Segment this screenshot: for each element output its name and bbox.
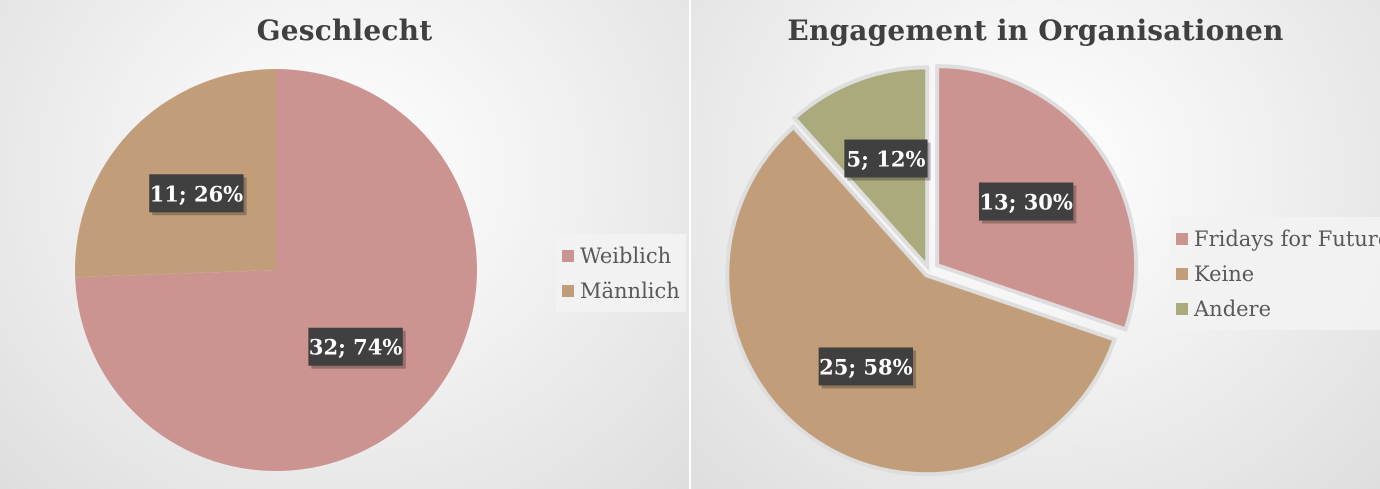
legend-label: Männlich: [580, 278, 680, 303]
legend-swatch: [1176, 302, 1188, 315]
data-label-weiblich: 32; 74%: [308, 327, 406, 369]
data-label-box: [844, 139, 928, 178]
data-label-text: 13; 30%: [979, 189, 1073, 214]
data-label-andere: 5; 12%: [844, 139, 931, 181]
legend-item-fridays-for-future[interactable]: Fridays for Future: [1176, 221, 1380, 256]
legend-label: Fridays for Future: [1194, 226, 1380, 251]
pie-svg-engagement: 13; 30% 25; 58% 5; 12%: [725, 64, 1139, 477]
chart-geschlecht: Geschlecht 32; 74% 11; 26% Weiblich Männl…: [0, 0, 689, 489]
pie-slice-mannlich[interactable]: [75, 69, 276, 278]
data-label-box: [818, 347, 914, 386]
data-label-text: 11; 26%: [150, 181, 244, 206]
chart-engagement: Engagement in Organisationen 13; 30% 25; …: [691, 0, 1380, 489]
data-label-mannlich: 11; 26%: [149, 174, 247, 216]
legend-label: Andere: [1194, 296, 1272, 321]
legend-item-maennlich[interactable]: Männlich: [562, 273, 680, 308]
data-label-text: 32; 74%: [309, 335, 403, 360]
pie-svg-geschlecht: 32; 74% 11; 26%: [75, 69, 478, 471]
legend-engagement: Fridays for Future Keine Andere: [1170, 217, 1380, 330]
data-label-box: [978, 182, 1074, 221]
data-label-box: [308, 327, 403, 366]
chart-title: Geschlecht: [256, 14, 433, 47]
data-label-box: [149, 174, 244, 213]
legend-swatch: [562, 249, 574, 262]
legend-item-keine[interactable]: Keine: [1176, 256, 1380, 291]
legend-label: Weiblich: [580, 243, 672, 268]
data-label-text: 5; 12%: [847, 147, 926, 172]
legend-swatch: [562, 284, 574, 297]
chart-title: Engagement in Organisationen: [787, 14, 1284, 47]
data-label-fridays-for-future: 13; 30%: [978, 182, 1077, 224]
pie-slice-weiblich[interactable]: [75, 69, 478, 471]
legend-swatch: [1176, 267, 1188, 280]
data-label-text: 25; 58%: [819, 354, 913, 379]
data-label-keine: 25; 58%: [818, 347, 917, 389]
pie-slice-keine[interactable]: [725, 124, 1118, 477]
legend-geschlecht: Weiblich Männlich: [556, 234, 686, 312]
legend-label: Keine: [1194, 261, 1255, 286]
legend-item-andere[interactable]: Andere: [1176, 291, 1380, 326]
legend-swatch: [1176, 232, 1188, 245]
legend-item-weiblich[interactable]: Weiblich: [562, 238, 680, 273]
